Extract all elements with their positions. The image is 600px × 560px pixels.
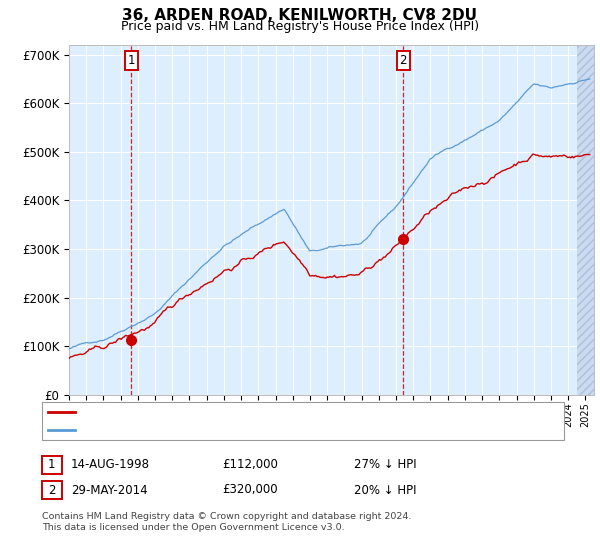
- Text: 36, ARDEN ROAD, KENILWORTH, CV8 2DU: 36, ARDEN ROAD, KENILWORTH, CV8 2DU: [122, 8, 478, 24]
- Text: 20% ↓ HPI: 20% ↓ HPI: [354, 483, 416, 497]
- Text: Price paid vs. HM Land Registry's House Price Index (HPI): Price paid vs. HM Land Registry's House …: [121, 20, 479, 32]
- Text: 36, ARDEN ROAD, KENILWORTH, CV8 2DU (detached house): 36, ARDEN ROAD, KENILWORTH, CV8 2DU (det…: [81, 407, 393, 417]
- Text: 1: 1: [48, 458, 56, 472]
- Text: 1: 1: [128, 54, 135, 67]
- Text: £320,000: £320,000: [222, 483, 278, 497]
- Text: HPI: Average price, detached house, Warwick: HPI: Average price, detached house, Warw…: [81, 425, 317, 435]
- Text: 14-AUG-1998: 14-AUG-1998: [71, 458, 150, 472]
- Text: 29-MAY-2014: 29-MAY-2014: [71, 483, 148, 497]
- Text: 2: 2: [48, 483, 56, 497]
- Text: 27% ↓ HPI: 27% ↓ HPI: [354, 458, 416, 472]
- Text: £112,000: £112,000: [222, 458, 278, 472]
- Text: Contains HM Land Registry data © Crown copyright and database right 2024.
This d: Contains HM Land Registry data © Crown c…: [42, 512, 412, 532]
- Text: 2: 2: [400, 54, 407, 67]
